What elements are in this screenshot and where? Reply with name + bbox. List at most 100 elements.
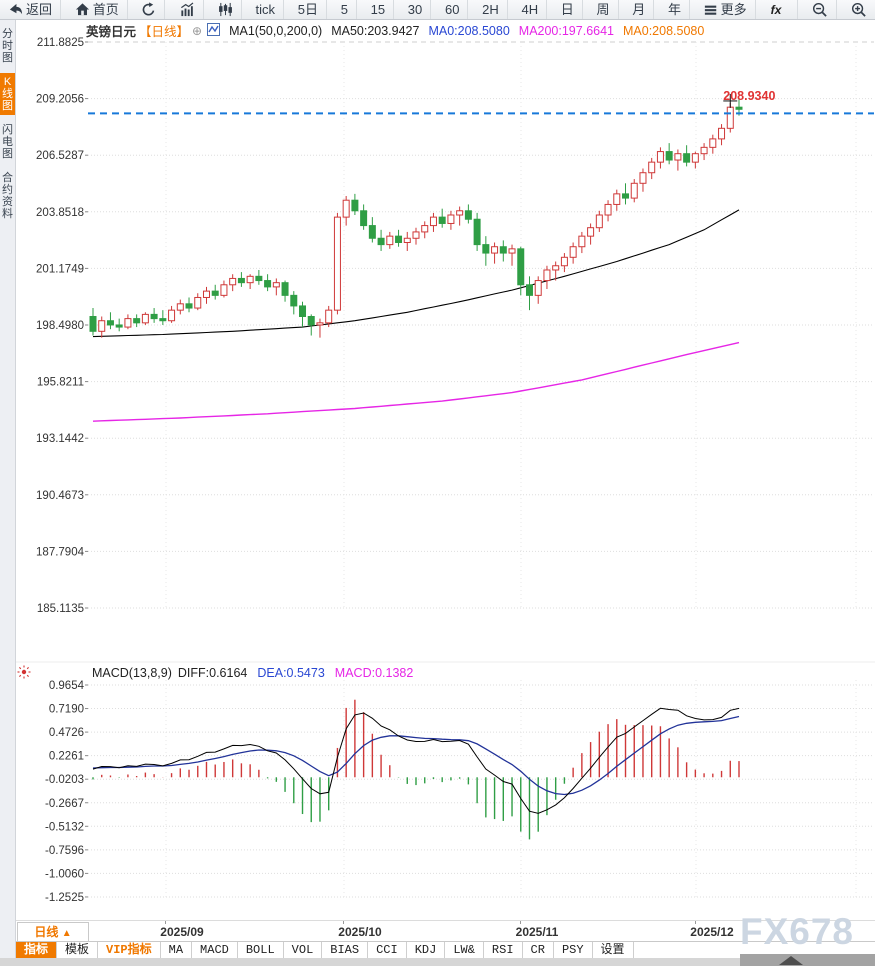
toolbar-refresh-icon[interactable] bbox=[133, 0, 166, 19]
toolbar-2h-button[interactable]: 2H bbox=[474, 0, 508, 19]
toolbar-label: tick bbox=[255, 2, 276, 17]
candle-body bbox=[456, 210, 464, 216]
toolbar-4h-button[interactable]: 4H bbox=[513, 0, 548, 19]
candle-body bbox=[560, 256, 568, 267]
tab-cci[interactable]: CCI bbox=[368, 942, 407, 959]
date-axis-label: 2025/09 bbox=[160, 925, 204, 939]
candle-body bbox=[185, 303, 193, 309]
price-axis-label: 195.8211 bbox=[37, 377, 84, 389]
toolbar-week-button[interactable]: 周 bbox=[589, 0, 619, 19]
fx-icon: fx bbox=[769, 2, 789, 17]
date-axis-label: 2025/11 bbox=[515, 925, 559, 939]
toolbar-month-button[interactable]: 月 bbox=[624, 0, 655, 19]
sidebar-item-lightning-chart[interactable]: 闪电图 bbox=[0, 121, 15, 163]
price-axis-label: 211.8825 bbox=[37, 37, 84, 49]
toolbar-more-button[interactable]: 更多 bbox=[696, 0, 756, 19]
period-selector[interactable]: 日线 ▲ bbox=[17, 922, 89, 942]
indicator-settings-icon[interactable] bbox=[17, 665, 31, 684]
tab-cr[interactable]: CR bbox=[523, 942, 554, 959]
current-price-label: 208.9340 bbox=[723, 89, 776, 103]
sidebar-item-time-chart[interactable]: 分时图 bbox=[0, 25, 15, 67]
toolbar-day-button[interactable]: 日 bbox=[553, 0, 583, 19]
candle-body bbox=[534, 280, 542, 296]
ma200-value: MA200:197.6641 bbox=[518, 23, 614, 38]
expand-up-icon[interactable] bbox=[779, 956, 803, 965]
candle-body bbox=[552, 265, 560, 271]
toolbar-home-button[interactable]: 首页 bbox=[67, 0, 128, 19]
toolbar-60-button[interactable]: 60 bbox=[437, 0, 469, 19]
candle-body bbox=[543, 269, 551, 282]
add-indicator-icon[interactable]: ⊕ bbox=[192, 23, 203, 38]
tab-设置[interactable]: 设置 bbox=[593, 942, 634, 959]
candle-body bbox=[656, 151, 664, 163]
tab-模板[interactable]: 模板 bbox=[57, 942, 99, 959]
candle-body bbox=[89, 316, 97, 332]
price-axis-label: 193.1442 bbox=[36, 433, 84, 445]
toolbar-30-button[interactable]: 30 bbox=[400, 0, 432, 19]
toolbar-candlestick-icon[interactable] bbox=[210, 0, 242, 19]
bar-chart-icon bbox=[179, 2, 195, 17]
toolbar-fx-icon[interactable]: fx bbox=[761, 0, 799, 19]
sidebar-char: 图 bbox=[2, 52, 13, 64]
candle-body bbox=[377, 237, 385, 246]
macd-dea-line bbox=[92, 715, 740, 796]
tab-psy[interactable]: PSY bbox=[554, 942, 593, 959]
indicator-tab-bar: 指标 模板 VIP指标 MA MACD BOLL VOL BIAS CCI KDJ LW& RSI CR… bbox=[16, 941, 875, 960]
candle-body bbox=[630, 182, 638, 199]
toolbar-15-button[interactable]: 15 bbox=[363, 0, 395, 19]
home-icon bbox=[75, 2, 90, 17]
toolbar-bar-chart-icon[interactable] bbox=[171, 0, 205, 19]
mini-chart-icon[interactable] bbox=[207, 22, 221, 39]
tab-vip指标[interactable]: VIP指标 bbox=[98, 942, 161, 959]
toolbar-tick-button[interactable]: tick bbox=[248, 0, 285, 19]
toolbar-back-button[interactable]: 返回 bbox=[0, 0, 62, 19]
candle-body bbox=[194, 296, 202, 309]
sidebar-char: 线 bbox=[2, 88, 13, 100]
price-axis-label: 185.1135 bbox=[37, 603, 84, 615]
candle-body bbox=[281, 282, 289, 296]
toolbar-zoom-in-icon[interactable] bbox=[843, 0, 875, 19]
toolbar-zoom-out-icon[interactable] bbox=[804, 0, 838, 19]
candle-body bbox=[622, 193, 630, 199]
toolbar-label: 5日 bbox=[297, 2, 318, 17]
price-axis-label: 201.1749 bbox=[36, 263, 84, 275]
candle-body bbox=[525, 284, 533, 296]
candle-body bbox=[726, 106, 734, 129]
toolbar-5d-button[interactable]: 5日 bbox=[290, 0, 327, 19]
toolbar-5-button[interactable]: 5 bbox=[333, 0, 357, 19]
macd-diff-line bbox=[92, 707, 740, 814]
bottom-strip bbox=[0, 958, 875, 966]
tab-macd[interactable]: MACD bbox=[192, 942, 238, 959]
candle-body bbox=[290, 294, 298, 307]
sidebar-char: 电 bbox=[2, 136, 13, 148]
candle-body bbox=[648, 161, 656, 174]
tab-指标[interactable]: 指标 bbox=[16, 942, 58, 959]
svg-text:fx: fx bbox=[771, 3, 783, 17]
tab-lw[interactable]: LW& bbox=[445, 942, 484, 959]
sidebar-item-contract-info[interactable]: 合约资料 bbox=[0, 169, 15, 223]
macd-axis-label: 0.4726 bbox=[49, 727, 84, 739]
candle-body bbox=[665, 151, 673, 161]
toolbar-label: 4H bbox=[521, 2, 539, 17]
candle-body bbox=[395, 235, 403, 243]
tab-bias[interactable]: BIAS bbox=[322, 942, 369, 959]
candle-body bbox=[447, 214, 455, 224]
tab-boll[interactable]: BOLL bbox=[238, 942, 284, 959]
price-axis-label: 190.4673 bbox=[36, 490, 84, 502]
chart-header: 英镑日元 【日线】 ⊕ MA1(50,0,200,0) MA50:203.942… bbox=[86, 21, 704, 40]
sidebar-char: 闪 bbox=[2, 124, 13, 136]
candle-body bbox=[691, 153, 699, 163]
toolbar-year-button[interactable]: 年 bbox=[660, 0, 690, 19]
candle-body bbox=[325, 309, 333, 324]
tab-vol[interactable]: VOL bbox=[284, 942, 323, 959]
candle-body bbox=[168, 309, 176, 322]
sidebar-char: 资 bbox=[2, 196, 13, 208]
candle-body bbox=[613, 193, 621, 205]
bottom-scroll-handle[interactable] bbox=[740, 954, 875, 966]
tab-ma[interactable]: MA bbox=[161, 942, 193, 959]
tab-kdj[interactable]: KDJ bbox=[407, 942, 446, 959]
tab-rsi[interactable]: RSI bbox=[484, 942, 523, 959]
